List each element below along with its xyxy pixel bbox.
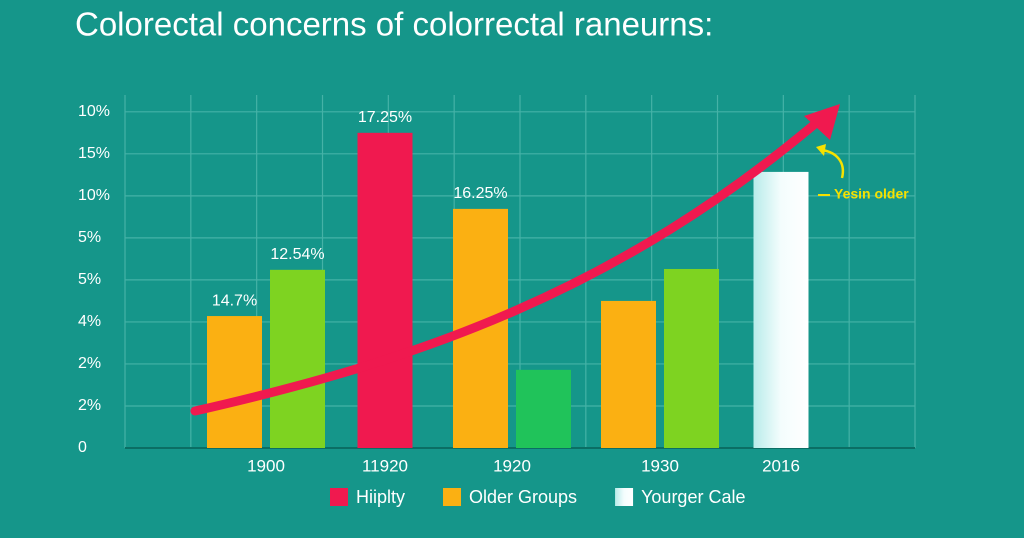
bar	[207, 316, 262, 448]
x-tick-label: 1920	[493, 456, 531, 475]
chart-title: Colorectal concerns of colorrectal raneu…	[75, 6, 713, 43]
data-label: 17.25%	[358, 109, 412, 126]
y-tick-label: 0	[78, 439, 87, 456]
data-label: 14.7%	[212, 292, 257, 309]
legend-swatch	[443, 488, 462, 506]
x-tick-label: 11920	[362, 456, 408, 475]
trend-arrow-head	[804, 104, 840, 140]
data-label: 12.54%	[270, 246, 324, 263]
annotation-arrow	[821, 148, 845, 179]
y-tick-label: 4%	[78, 313, 101, 330]
legend-label: Older Groups	[469, 487, 577, 507]
annotation: Yesin older	[834, 186, 909, 202]
legend-label: Hiiplty	[356, 487, 405, 507]
legend-swatch	[615, 488, 634, 506]
y-tick-label: 2%	[78, 355, 101, 372]
x-tick-label: 1930	[641, 456, 679, 475]
bar	[601, 300, 656, 448]
y-tick-label: 2%	[78, 397, 101, 414]
data-label: 16.25%	[453, 185, 507, 202]
x-tick-label: 2016	[762, 456, 800, 475]
trend-arrow	[190, 113, 827, 416]
bar	[270, 269, 325, 448]
y-tick-label: 5%	[78, 229, 101, 246]
legend-label: Yourger Cale	[641, 487, 745, 507]
bar	[664, 268, 719, 448]
legend-swatch	[330, 488, 348, 506]
x-tick-label: 1900	[247, 456, 285, 475]
bar	[357, 132, 413, 449]
y-tick-label: 10%	[78, 103, 110, 120]
bar	[516, 369, 571, 448]
y-tick-label: 10%	[78, 187, 110, 204]
y-tick-label: 15%	[78, 145, 110, 162]
annotation-arrow-head	[816, 144, 826, 156]
bar	[753, 171, 809, 448]
y-tick-label: 5%	[78, 271, 101, 288]
